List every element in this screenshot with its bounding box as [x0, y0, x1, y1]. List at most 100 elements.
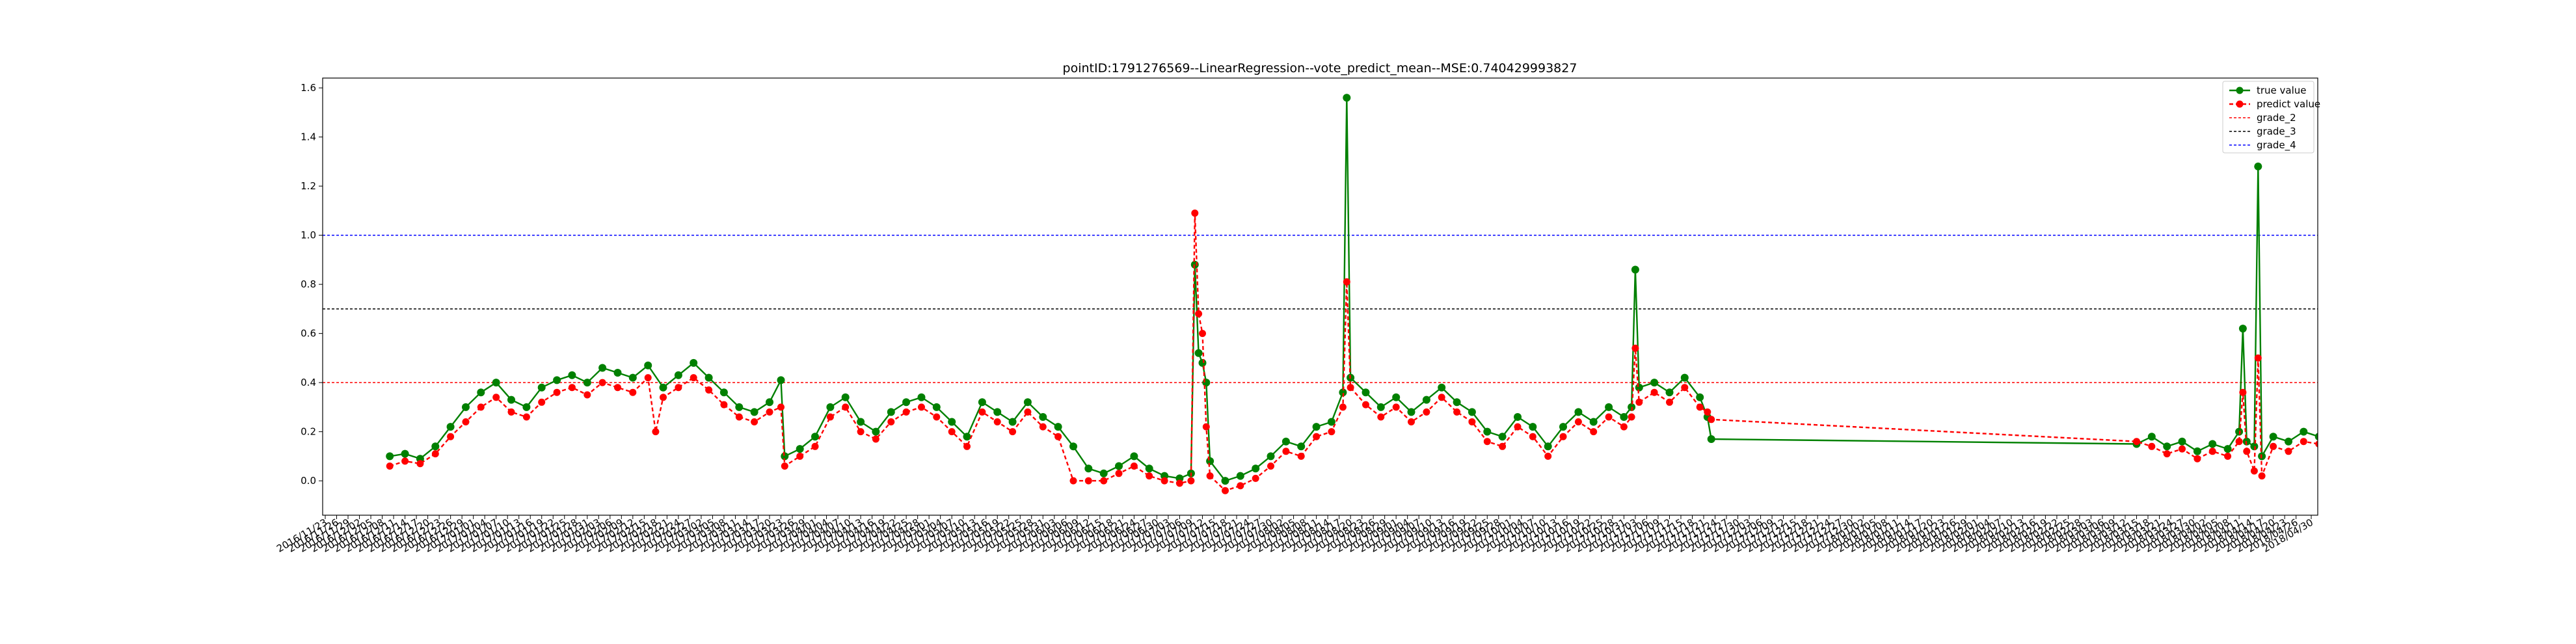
true-value-point: [674, 371, 682, 379]
true-value-point: [1574, 408, 1583, 416]
predict-value-point: [1628, 413, 1635, 421]
true-value-point: [431, 442, 440, 451]
true-value-point: [1514, 413, 1522, 421]
predict-value-point: [1696, 403, 1704, 411]
predict-value-point: [584, 391, 591, 399]
true-value-point: [917, 393, 926, 401]
predict-value-point: [416, 460, 424, 468]
predict-value-point: [1559, 433, 1567, 440]
true-value-point: [1339, 388, 1347, 397]
predict-value-point: [568, 384, 576, 392]
true-value-point: [1267, 452, 1275, 461]
true-value-point: [1297, 442, 1306, 451]
predict-value-point: [1631, 344, 1639, 352]
predict-value-point: [1468, 418, 1476, 425]
true-value-point: [993, 408, 1002, 416]
predict-value-point: [1514, 423, 1522, 431]
predict-value-point: [963, 442, 971, 450]
true-value-point: [1039, 413, 1047, 421]
true-value-point: [477, 388, 485, 397]
predict-value-line: [389, 213, 2318, 492]
true-value-point: [1544, 442, 1552, 451]
true-value-point: [887, 408, 895, 416]
true-value-point: [902, 398, 911, 407]
legend-label: predict value: [2257, 98, 2320, 110]
true-value-point: [1054, 423, 1062, 431]
y-tick-label: 0.0: [301, 475, 316, 487]
predict-value-point: [1130, 463, 1138, 470]
true-value-point: [2285, 437, 2292, 446]
predict-value-point: [1650, 388, 1658, 396]
true-value-series: [386, 94, 2318, 485]
predict-value-point: [522, 413, 530, 421]
predict-value-point: [1199, 330, 1206, 338]
predict-value-point: [842, 403, 850, 411]
predict-value-point: [1574, 418, 1582, 425]
predict-value-point: [811, 442, 819, 450]
predict-value-point: [1529, 433, 1536, 440]
predict-value-point: [1202, 423, 1210, 431]
predict-value-point: [2285, 448, 2292, 455]
predict-value-point: [401, 457, 409, 465]
predict-value-point: [629, 388, 637, 396]
true-value-point: [1407, 408, 1415, 416]
predict-value-point: [1187, 477, 1195, 485]
true-value-point: [963, 433, 971, 441]
true-value-point: [386, 452, 394, 461]
predict-value-point: [948, 428, 956, 436]
true-value-point: [719, 388, 728, 397]
predict-value-point: [614, 384, 621, 392]
true-value-point: [1202, 379, 1211, 387]
predict-value-point: [447, 433, 455, 440]
predict-value-point: [1347, 384, 1354, 392]
true-value-point: [1343, 94, 1351, 102]
predict-value-point: [431, 450, 439, 458]
true-value-point: [841, 393, 850, 401]
true-value-point: [811, 433, 819, 441]
legend-label: true value: [2257, 85, 2307, 96]
true-value-point: [2223, 445, 2232, 453]
true-value-point: [857, 418, 865, 426]
predict-value-point: [751, 418, 758, 425]
predict-value-point: [2148, 442, 2156, 450]
true-value-point: [2208, 440, 2217, 448]
legend-label: grade_2: [2257, 112, 2296, 124]
true-value-point: [628, 373, 637, 382]
predict-value-point: [1620, 423, 1628, 431]
predict-value-point: [1222, 487, 1229, 494]
true-value-point: [2193, 447, 2201, 455]
predict-value-point: [2235, 438, 2243, 446]
legend-label: grade_4: [2257, 139, 2296, 152]
predict-value-point: [2208, 448, 2216, 455]
y-tick-label: 1.4: [301, 131, 316, 143]
true-value-point: [1392, 393, 1401, 401]
y-tick-label: 1.6: [301, 82, 316, 94]
predict-value-point: [1362, 401, 1369, 409]
true-value-point: [1422, 396, 1430, 404]
predict-value-point: [1161, 477, 1168, 485]
legend-label: grade_3: [2257, 126, 2296, 138]
true-value-point: [522, 403, 531, 411]
predict-value-point: [826, 413, 834, 421]
true-value-line: [390, 98, 2318, 482]
predict-value-point: [652, 428, 660, 436]
predict-value-point: [1423, 408, 1430, 416]
predict-value-point: [2194, 455, 2201, 463]
true-value-point: [492, 379, 500, 387]
predict-value-point: [1708, 416, 1715, 423]
true-value-point: [1680, 373, 1689, 382]
y-tick-label: 1.0: [301, 230, 316, 241]
predict-value-point: [993, 418, 1001, 425]
true-value-point: [750, 408, 758, 416]
predict-value-point: [1267, 463, 1274, 470]
predict-value-point: [1313, 433, 1321, 440]
predict-value-point: [1605, 413, 1613, 421]
true-value-point: [2250, 442, 2259, 451]
true-value-point: [2254, 162, 2262, 170]
true-value-point: [1438, 383, 1446, 392]
predict-value-series: [386, 209, 2318, 494]
predict-value-point: [1054, 433, 1062, 440]
true-value-point: [781, 452, 789, 461]
predict-value-point: [902, 408, 910, 416]
